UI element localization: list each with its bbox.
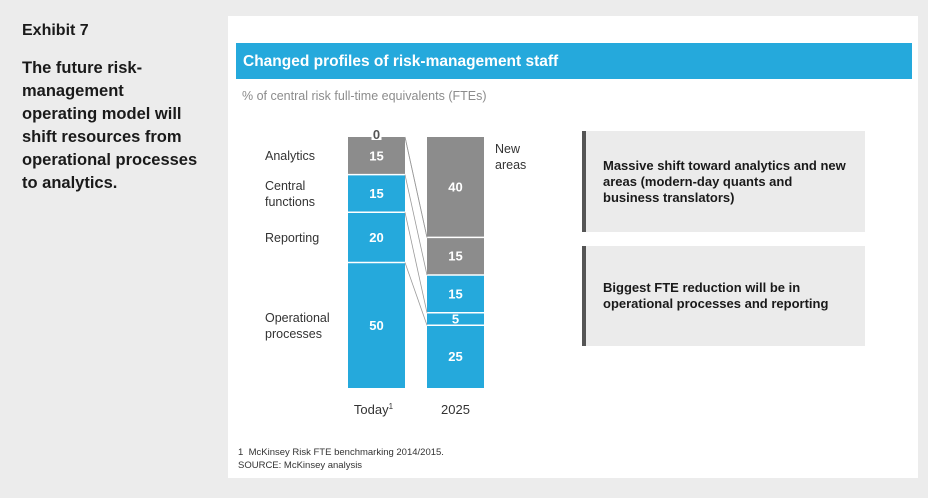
data-label-analytics-today: 15 bbox=[369, 148, 383, 163]
bar-operational-processes-today bbox=[348, 262, 405, 388]
zero-label-backdrop bbox=[371, 127, 382, 140]
data-label-central-functions-today: 15 bbox=[369, 186, 383, 201]
connector-line bbox=[404, 174, 428, 276]
source-note: SOURCE: McKinsey analysis bbox=[238, 460, 363, 471]
footnote-block: 1 McKinsey Risk FTE benchmarking 2014/20… bbox=[238, 446, 444, 472]
unit-label: % of central risk full-time equivalents … bbox=[242, 89, 487, 103]
label-new-areas: New areas bbox=[495, 142, 527, 172]
bar-reporting-today bbox=[348, 212, 405, 263]
bar-analytics-today bbox=[348, 137, 405, 175]
label-analytics: Analytics bbox=[265, 149, 316, 163]
footnote-text: McKinsey Risk FTE benchmarking 2014/2015… bbox=[248, 447, 444, 458]
bar-reporting-2025 bbox=[427, 312, 484, 326]
callout-analytics-shift: Massive shift toward analytics and new a… bbox=[582, 131, 865, 232]
data-label-new-areas-2025: 40 bbox=[448, 180, 462, 195]
footnote-marker: 1 bbox=[238, 447, 244, 458]
bar-central-functions-2025 bbox=[427, 275, 484, 313]
connector-line bbox=[404, 136, 428, 238]
bar-analytics-2025 bbox=[427, 237, 484, 276]
connector-line bbox=[404, 212, 428, 313]
x-tick-label-2025: 2025 bbox=[441, 402, 470, 417]
bar-central-functions-today bbox=[348, 174, 405, 213]
data-label-central-functions-2025: 15 bbox=[448, 286, 462, 301]
callout-text: Biggest FTE reduction will be in operati… bbox=[603, 280, 829, 311]
data-label-analytics-2025: 15 bbox=[448, 249, 462, 264]
data-label-new-areas-today: 0 bbox=[373, 127, 380, 142]
chart-title: Changed profiles of risk-management staf… bbox=[236, 43, 912, 79]
bar-operational-processes-2025 bbox=[427, 325, 484, 388]
connector-line bbox=[404, 262, 428, 326]
x-tick-label-today: Today1 bbox=[354, 402, 394, 417]
data-label-reporting-today: 20 bbox=[369, 230, 383, 245]
data-label-reporting-2025: 5 bbox=[452, 311, 459, 326]
exhibit-headline: The future risk-management operating mod… bbox=[22, 59, 198, 192]
exhibit-label: Exhibit 7 bbox=[22, 22, 89, 39]
footnote: 1 McKinsey Risk FTE benchmarking 2014/20… bbox=[238, 446, 444, 459]
label-reporting: Reporting bbox=[265, 231, 320, 245]
callout-fte-reduction: Biggest FTE reduction will be in operati… bbox=[582, 246, 865, 346]
callout-text: Massive shift toward analytics and new a… bbox=[603, 157, 846, 205]
label-operational-processes: Operational processes bbox=[265, 311, 330, 341]
data-label-operational-processes-today: 50 bbox=[369, 318, 383, 333]
x-tick-footnote-marker: 1 bbox=[389, 402, 394, 411]
bar-new-areas-2025 bbox=[427, 137, 484, 238]
data-label-operational-processes-2025: 25 bbox=[448, 349, 462, 364]
label-central-functions: Central functions bbox=[265, 179, 316, 209]
